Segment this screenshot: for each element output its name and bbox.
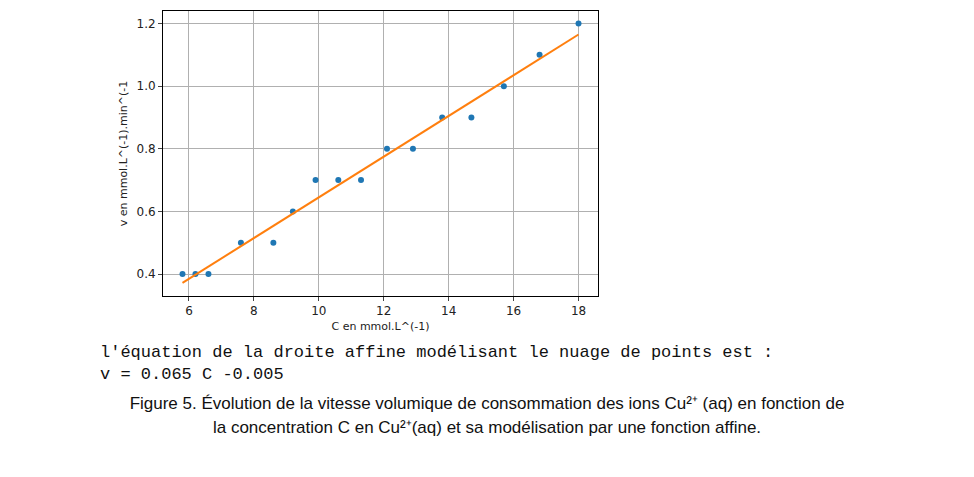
svg-text:8: 8 [250, 304, 258, 318]
svg-text:18: 18 [571, 304, 586, 318]
svg-text:0.8: 0.8 [137, 142, 156, 156]
svg-text:1.2: 1.2 [137, 17, 156, 31]
svg-text:0.4: 0.4 [137, 267, 156, 281]
svg-text:14: 14 [441, 304, 456, 318]
html-text:la concentration C en Cu²⁺(aq): la concentration C en Cu²⁺(aq) et sa mod… [212, 418, 762, 437]
svg-text:12: 12 [376, 304, 391, 318]
svg-text:C en mmol.L^(-1): C en mmol.L^(-1) [331, 320, 429, 333]
svg-text:0.6: 0.6 [137, 205, 156, 219]
svg-text:v en mmol.L^(-1).min^(-1: v en mmol.L^(-1).min^(-1 [117, 81, 130, 227]
svg-text:6: 6 [185, 304, 193, 318]
html-text:Figure 5. Évolution de la vite: Figure 5. Évolution de la vitesse volumi… [129, 394, 845, 413]
svg-text:1.0: 1.0 [137, 79, 156, 93]
html-text:v = 0.065 C -0.005: v = 0.065 C -0.005 [100, 365, 284, 384]
html-text:l'équation de la droite affine: l'équation de la droite affine modélisan… [100, 343, 774, 362]
svg-text:16: 16 [506, 304, 521, 318]
svg-text:10: 10 [311, 304, 326, 318]
